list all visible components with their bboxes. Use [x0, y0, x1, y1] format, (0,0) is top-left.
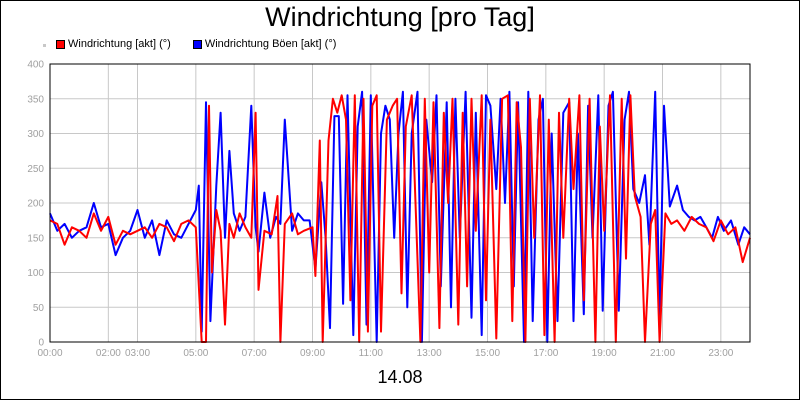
y-tick-label: 350: [27, 94, 44, 105]
y-tick-label: 250: [27, 164, 44, 175]
x-tick-label: 21:00: [650, 348, 675, 359]
legend-item-boeen: Windrichtung Böen [akt] (°): [192, 38, 337, 50]
x-tick-label: 09:00: [300, 348, 325, 359]
series-line-0: [49, 94, 751, 343]
y-tick-label: 50: [33, 303, 45, 314]
x-tick-label: 11:00: [359, 348, 384, 359]
legend-item-windrichtung: Windrichtung [akt] (°): [56, 38, 171, 50]
x-tick-label: 07:00: [242, 348, 267, 359]
legend-label-boeen: Windrichtung Böen [akt] (°): [204, 38, 337, 50]
x-tick-label: 00:00: [37, 348, 62, 359]
legend-swatch-blue: [192, 39, 202, 49]
date-label: 14.08: [377, 367, 423, 387]
chart-legend: Windrichtung [akt] (°) Windrichtung Böen…: [43, 38, 358, 50]
x-tick-label: 23:00: [708, 348, 733, 359]
legend-swatch-red: [56, 39, 65, 49]
x-tick-label: 02:00: [96, 348, 121, 359]
legend-label-windrichtung: Windrichtung [akt] (°): [68, 38, 171, 50]
x-tick-label: 17:00: [533, 348, 558, 359]
y-tick-label: 300: [27, 129, 44, 140]
y-tick-label: 100: [27, 268, 44, 279]
x-tick-label: 03:00: [125, 348, 150, 359]
x-tick-label: 15:00: [475, 348, 500, 359]
y-tick-label: 0: [38, 338, 44, 349]
chart-title: Windrichtung [pro Tag]: [265, 2, 535, 32]
x-tick-label: 19:00: [592, 348, 617, 359]
y-tick-label: 200: [27, 199, 44, 210]
series-lines: [49, 90, 751, 343]
y-tick-label: 150: [27, 233, 44, 244]
plot-border: [49, 63, 751, 343]
y-axis-ticks: 0 50 100 150 200 250 300 350 400: [27, 60, 44, 349]
series-line-1: [49, 90, 751, 343]
x-tick-label: 05:00: [183, 348, 208, 359]
legend-marker-icon: [43, 44, 46, 47]
x-axis-ticks: 00:00 02:00 03:00 05:00 07:00 09:00 11:00 13:00…: [37, 348, 733, 359]
y-tick-label: 400: [27, 60, 44, 71]
x-tick-label: 13:00: [417, 348, 442, 359]
